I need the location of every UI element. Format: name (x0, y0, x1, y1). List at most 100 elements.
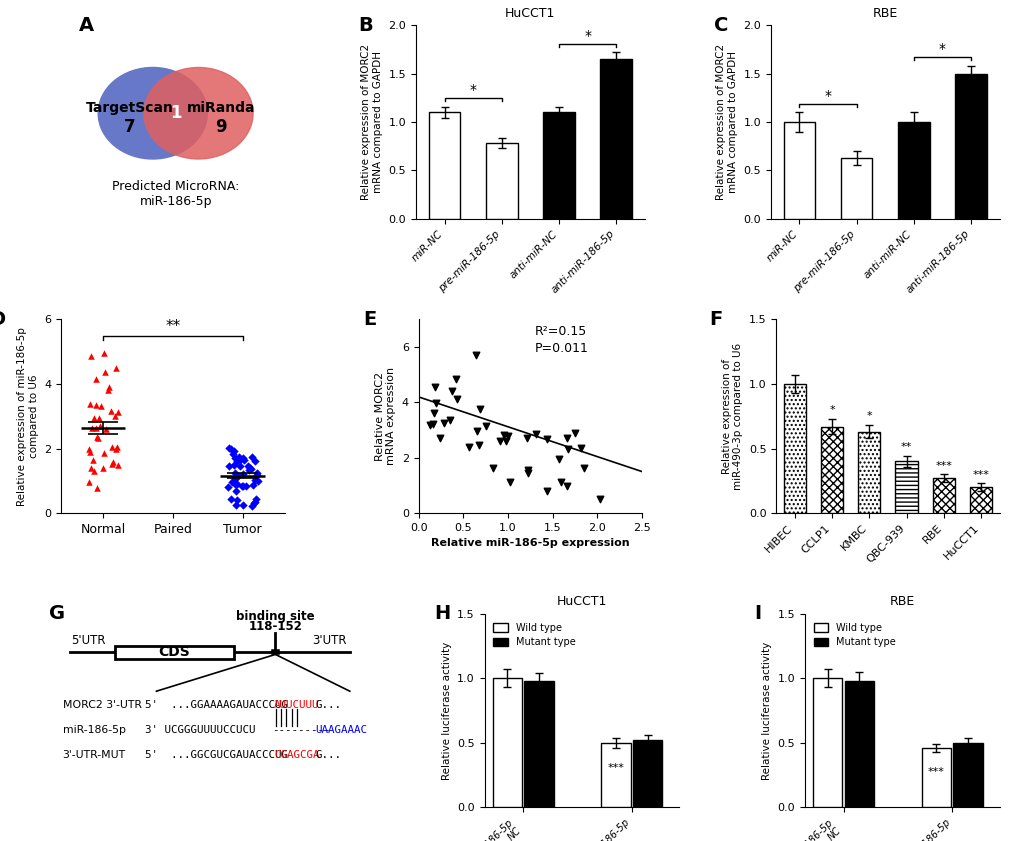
Text: D: D (0, 309, 6, 329)
Bar (543, 113, 574, 219)
Text: 3' UCGGGUUUUCCUCU: 3' UCGGGUUUUCCUCU (145, 725, 255, 735)
Point (86, 464, 102, 478)
Bar (953, 743, 981, 807)
Point (247, 495, 263, 509)
Point (422, 419, 438, 432)
Point (528, 427, 544, 441)
Point (426, 406, 442, 420)
Point (234, 467, 251, 480)
Point (83, 349, 99, 362)
Point (495, 429, 512, 442)
Point (96, 346, 112, 360)
Point (520, 463, 536, 477)
Title: RBE: RBE (871, 7, 897, 20)
Point (226, 459, 243, 473)
Point (227, 473, 244, 486)
Point (467, 348, 483, 362)
Text: F: F (708, 309, 721, 329)
Text: UAAGAAAC: UAAGAAAC (315, 725, 367, 735)
Text: ***: *** (934, 461, 952, 470)
Y-axis label: Relative luciferase activity: Relative luciferase activity (441, 642, 451, 780)
Text: miRanda: miRanda (186, 101, 256, 115)
Text: ***: *** (606, 764, 624, 774)
Bar (955, 74, 985, 219)
Point (109, 458, 125, 472)
Text: H: H (434, 604, 449, 623)
Point (96, 447, 112, 460)
Point (227, 484, 244, 497)
Point (219, 480, 235, 494)
Point (100, 383, 116, 397)
Point (538, 484, 554, 497)
Text: 7: 7 (124, 119, 136, 136)
Point (89, 481, 105, 495)
Point (249, 466, 265, 479)
Point (497, 435, 514, 448)
Point (484, 462, 500, 475)
Point (89, 431, 105, 444)
Point (232, 460, 249, 473)
Point (227, 498, 244, 511)
Point (244, 450, 260, 463)
Point (108, 441, 124, 454)
Point (558, 431, 575, 445)
Point (92, 419, 108, 432)
Y-axis label: Relative expression of MORC2
mRNA compared to GAPDH: Relative expression of MORC2 mRNA compar… (361, 44, 382, 200)
Point (435, 416, 451, 430)
Text: B: B (359, 15, 373, 34)
Point (228, 477, 245, 490)
Bar (857, 431, 879, 513)
Y-axis label: Relative expression of MORC2
mRNA compared to GAPDH: Relative expression of MORC2 mRNA compar… (715, 44, 737, 200)
Point (538, 432, 554, 446)
Title: HuCCT1: HuCCT1 (556, 595, 606, 608)
Point (228, 493, 245, 506)
Point (231, 452, 248, 466)
Bar (783, 384, 805, 513)
Text: *: * (469, 83, 476, 97)
Bar (600, 743, 630, 807)
Y-axis label: Relative expression of
miR-490-3p compared to U6: Relative expression of miR-490-3p compar… (721, 343, 743, 489)
Text: C: C (713, 15, 728, 34)
Point (110, 405, 126, 419)
Bar (820, 426, 843, 513)
Text: ***: *** (971, 469, 988, 479)
Text: TargetScan: TargetScan (86, 101, 173, 115)
Point (90, 431, 106, 445)
Point (83, 397, 99, 410)
Bar (931, 479, 954, 513)
Title: RBE: RBE (889, 595, 914, 608)
Text: 9: 9 (215, 119, 227, 136)
Point (229, 469, 246, 483)
Point (226, 477, 243, 490)
Point (226, 451, 243, 464)
Point (226, 466, 243, 479)
Point (104, 441, 120, 454)
Point (477, 419, 493, 432)
Point (591, 493, 607, 506)
Point (235, 451, 252, 464)
Point (98, 422, 114, 436)
Point (81, 442, 97, 456)
Text: 5'  ...GGCGUCGAUACCCUG: 5' ...GGCGUCGAUACCCUG (145, 750, 287, 760)
Text: *: * (865, 411, 871, 421)
Text: Predicted MicroRNA:
miR-186-5p: Predicted MicroRNA: miR-186-5p (112, 180, 239, 209)
Bar (524, 681, 553, 807)
Point (220, 442, 236, 455)
Point (234, 479, 251, 492)
Point (472, 402, 488, 415)
Text: CDS: CDS (158, 646, 190, 659)
Point (559, 442, 576, 456)
Point (93, 399, 109, 412)
Point (471, 438, 487, 452)
Point (223, 475, 239, 489)
Point (239, 459, 256, 473)
Y-axis label: Relative luciferase activity: Relative luciferase activity (761, 642, 771, 780)
Point (225, 447, 242, 461)
Point (573, 442, 589, 455)
Point (101, 380, 117, 394)
Text: *: * (584, 29, 591, 43)
Point (247, 454, 263, 468)
Y-axis label: Relative expression of miR-186-5p
compared to U6: Relative expression of miR-186-5p compar… (17, 327, 39, 505)
Bar (812, 679, 842, 807)
Text: A: A (78, 15, 94, 34)
